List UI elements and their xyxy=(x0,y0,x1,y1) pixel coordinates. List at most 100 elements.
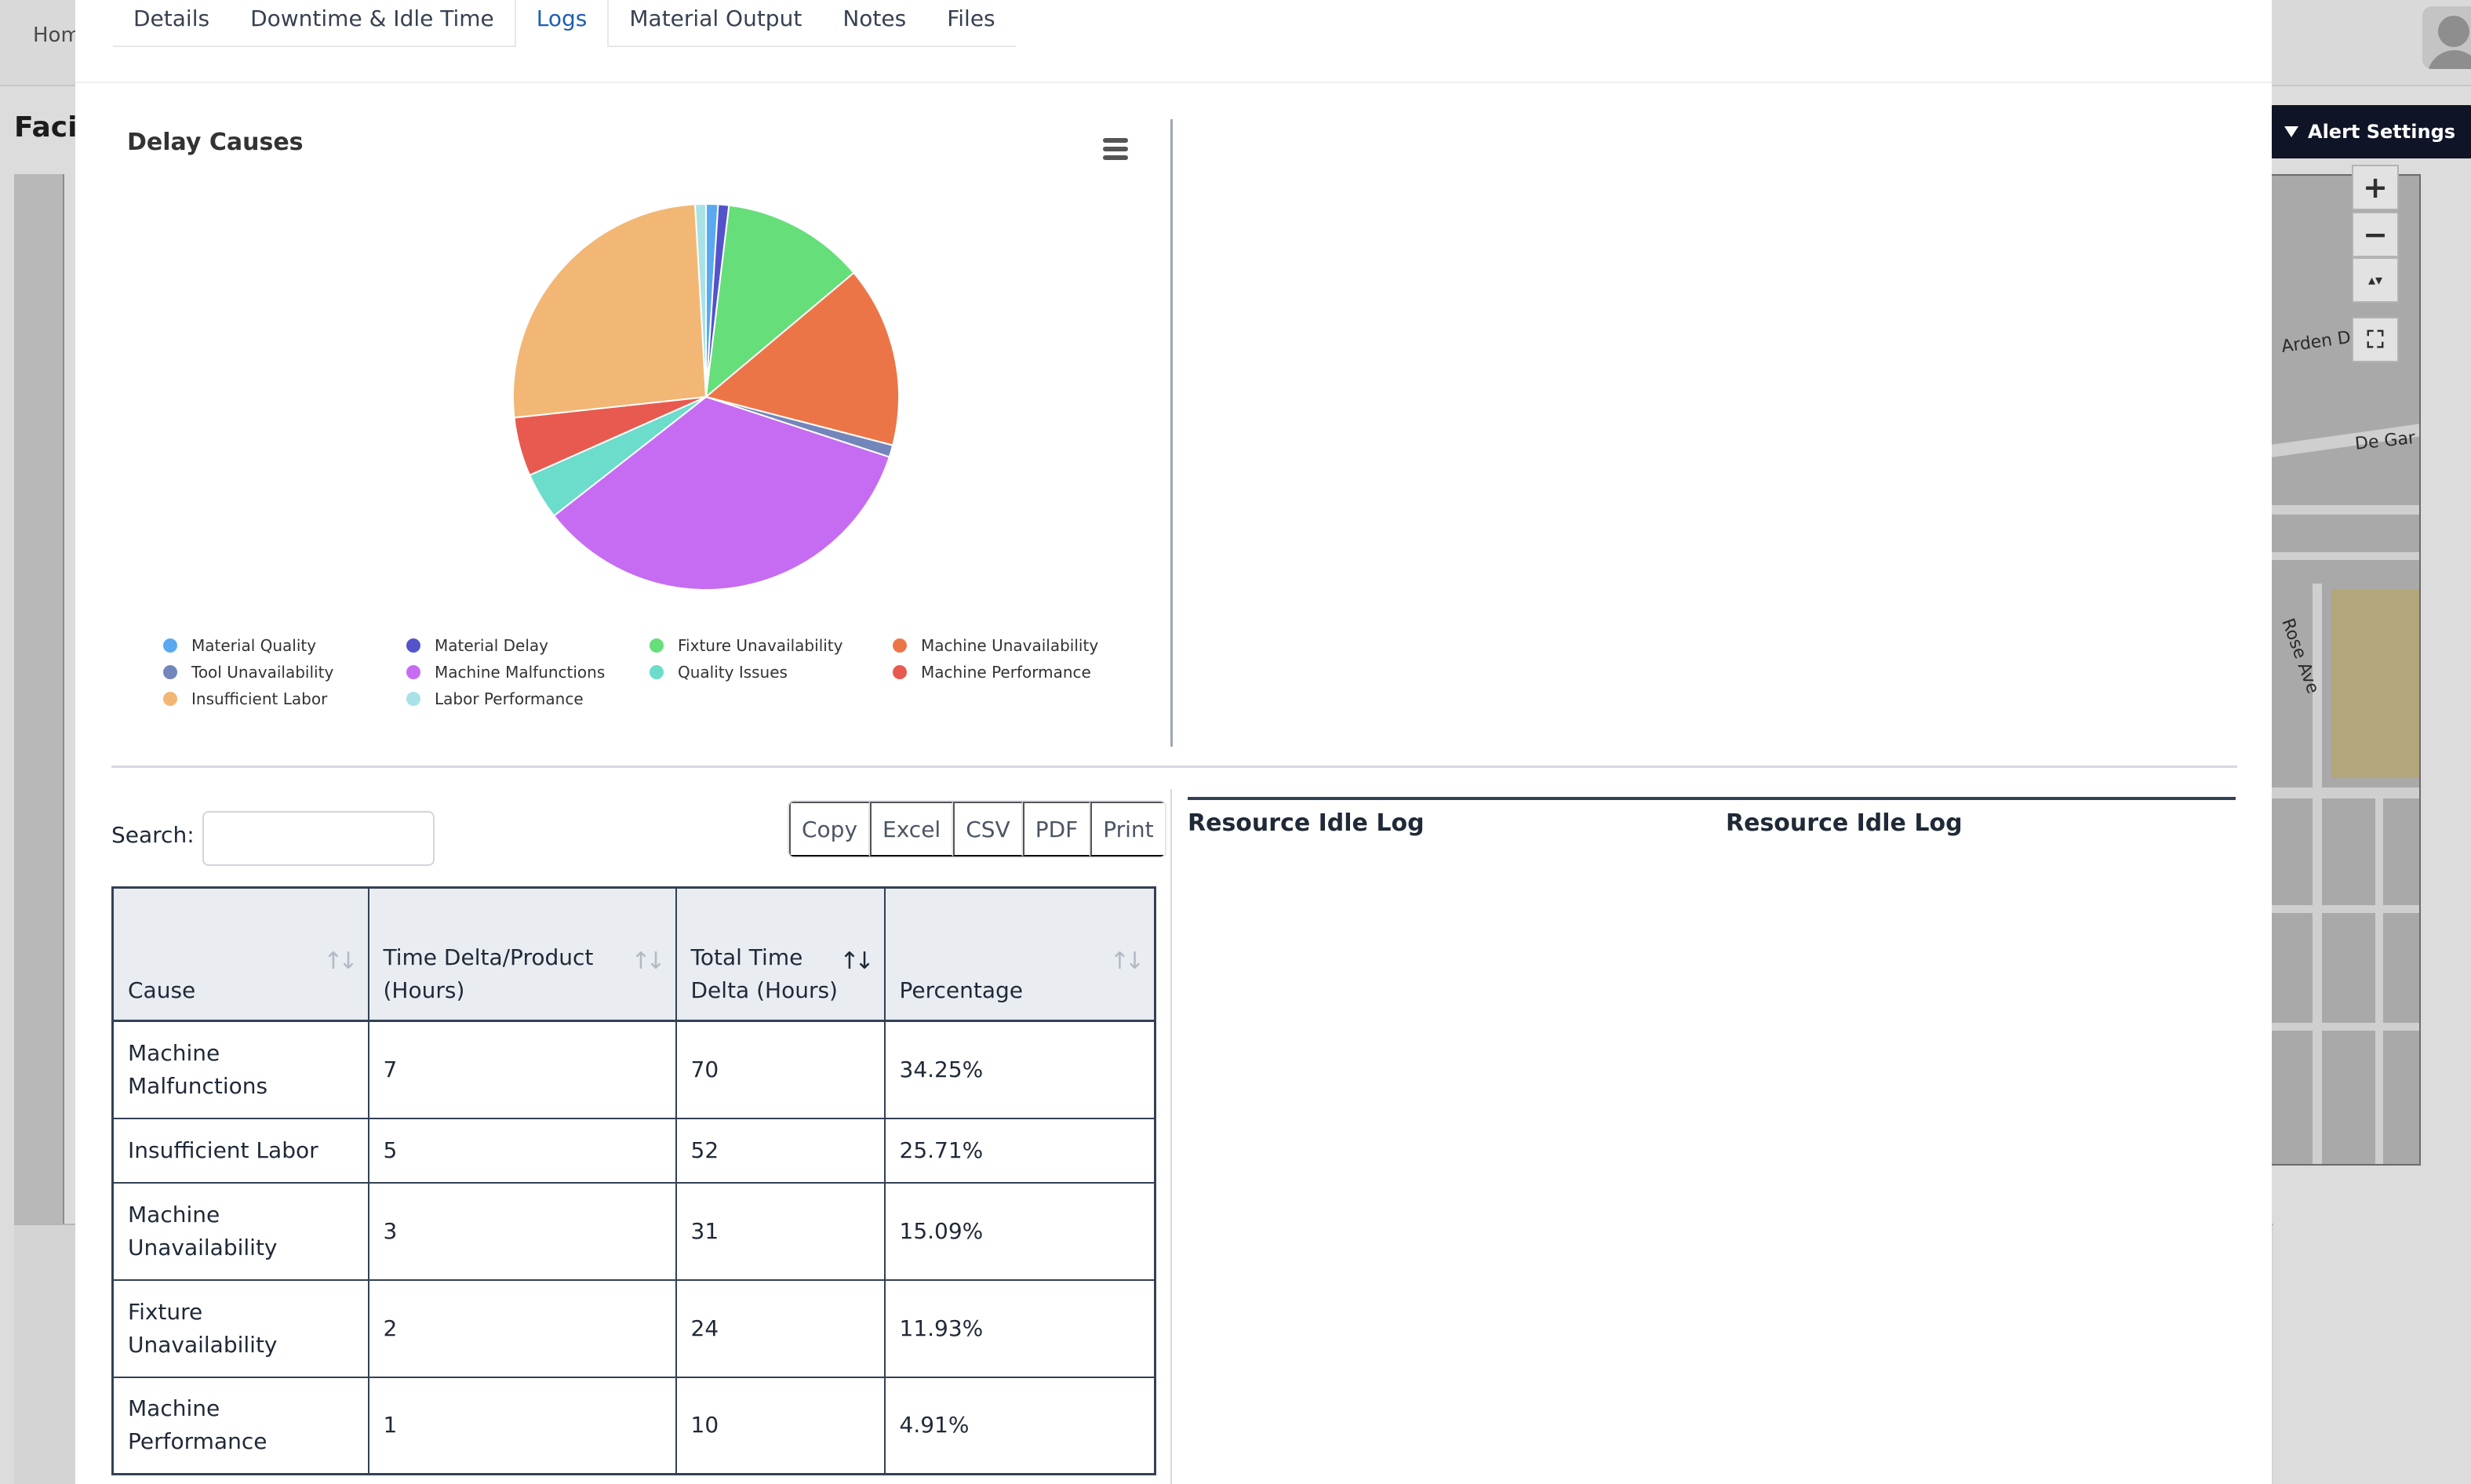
legend-label: Material Delay xyxy=(435,636,548,655)
total-cell: 70 xyxy=(675,1020,886,1119)
per-product-cell: 1 xyxy=(368,1377,677,1475)
legend-item[interactable]: Machine Performance xyxy=(893,662,1136,682)
legend-item[interactable]: Quality Issues xyxy=(650,662,893,682)
pie-slice-machine-unavailability[interactable] xyxy=(704,271,900,446)
sort-icon: ↑↓ xyxy=(631,948,665,975)
csv-button[interactable]: CSV xyxy=(953,802,1023,857)
pie-slice-machine-malfunctions[interactable] xyxy=(552,395,891,591)
filter-icon xyxy=(2284,126,2298,137)
tab-downtime-idle-time[interactable]: Downtime & Idle Time xyxy=(250,5,494,31)
map-zoom-out-button[interactable]: − xyxy=(2352,212,2399,257)
section-divider xyxy=(111,766,2237,768)
column-header-percentage[interactable]: Percentage ↑↓ xyxy=(884,887,1155,1022)
sort-icon: ↑↓ xyxy=(1109,948,1145,975)
tab-material-output[interactable]: Material Output xyxy=(629,5,802,31)
cause-cell: Machine Unavailability xyxy=(112,1182,369,1281)
legend-marker-icon xyxy=(163,665,177,679)
tab-logs[interactable]: Logs xyxy=(514,0,610,47)
pie-slice-labor-performance[interactable] xyxy=(693,202,707,398)
export-button-group: Copy Excel CSV PDF Print xyxy=(788,800,1166,858)
logs-modal: Details Downtime & Idle Time Logs Materi… xyxy=(75,0,2272,1484)
resource-idle-log-title: Resource Idle Log xyxy=(1726,809,1963,837)
tab-details[interactable]: Details xyxy=(133,5,210,31)
legend-label: Insufficient Labor xyxy=(191,689,328,708)
legend-marker-icon xyxy=(163,638,177,653)
map-zoom-in-button[interactable]: + xyxy=(2352,165,2399,210)
legend-item[interactable]: Insufficient Labor xyxy=(163,689,406,709)
column-header-cause[interactable]: Cause ↑↓ xyxy=(112,887,369,1022)
chart-legend: Material Quality Material Delay Fixture Un… xyxy=(163,635,1144,709)
percentage-cell: 4.91% xyxy=(884,1377,1155,1475)
search-input[interactable] xyxy=(202,811,435,866)
pdf-button[interactable]: PDF xyxy=(1022,802,1091,857)
chart-menu-icon[interactable] xyxy=(1103,138,1128,160)
per-product-cell: 5 xyxy=(368,1118,677,1184)
column-header-label: Total Time Delta (Hours) xyxy=(690,944,838,1003)
table-row: Machine Unavailability 3 31 15.09% xyxy=(112,1182,1155,1281)
avatar-body-icon xyxy=(2427,50,2471,69)
map-street xyxy=(2265,552,2419,560)
legend-item[interactable]: Material Quality xyxy=(163,635,406,656)
legend-item[interactable]: Fixture Unavailability xyxy=(650,635,893,656)
tab-files[interactable]: Files xyxy=(947,5,995,31)
column-header-time-delta-product[interactable]: Time Delta/Product (Hours) ↑↓ xyxy=(368,887,677,1022)
sort-descending-icon: ↑↓ xyxy=(839,948,874,975)
total-cell: 52 xyxy=(675,1118,886,1184)
legend-item[interactable]: Tool Unavailability xyxy=(163,662,406,682)
tab-notes[interactable]: Notes xyxy=(842,5,907,31)
map-compass-button[interactable]: ▴▾ xyxy=(2352,257,2399,303)
column-header-label: Cause xyxy=(128,977,196,1003)
percentage-cell: 25.71% xyxy=(884,1118,1155,1184)
user-avatar[interactable] xyxy=(2422,6,2471,69)
modal-tabs: Details Downtime & Idle Time Logs Materi… xyxy=(113,0,1016,47)
legend-marker-icon xyxy=(650,638,664,653)
map-fullscreen-button[interactable]: ⛶ xyxy=(2352,317,2399,362)
table-row: Insufficient Labor 5 52 25.71% xyxy=(112,1118,1155,1184)
table-row: Machine Malfunctions 7 70 34.25% xyxy=(112,1020,1155,1119)
total-cell: 10 xyxy=(675,1377,886,1475)
percentage-cell: 11.93% xyxy=(884,1279,1155,1378)
pie-slice-insufficient-labor[interactable] xyxy=(512,203,708,419)
legend-label: Quality Issues xyxy=(678,663,788,682)
legend-item[interactable]: Machine Unavailability xyxy=(893,635,1136,656)
excel-button[interactable]: Excel xyxy=(870,802,954,857)
tab-divider xyxy=(75,82,2272,83)
legend-marker-icon xyxy=(406,638,420,653)
table-row: Fixture Unavailability 2 24 11.93% xyxy=(112,1279,1155,1378)
legend-item[interactable]: Labor Performance xyxy=(406,689,650,709)
legend-label: Machine Performance xyxy=(921,663,1091,682)
per-product-cell: 2 xyxy=(368,1279,677,1378)
total-cell: 31 xyxy=(675,1182,886,1281)
column-header-total-time-delta[interactable]: Total Time Delta (Hours) ↑↓ xyxy=(675,887,886,1022)
legend-marker-icon xyxy=(406,665,420,679)
sort-icon: ↑↓ xyxy=(323,948,358,975)
cause-cell: Machine Performance xyxy=(112,1377,369,1475)
map-park-area xyxy=(2331,590,2419,778)
per-product-cell: 7 xyxy=(368,1020,677,1119)
map-street xyxy=(2375,787,2383,1164)
pie-slice-fixture-unavailability[interactable] xyxy=(704,204,855,399)
background-left-panel xyxy=(14,174,64,1225)
cause-cell: Fixture Unavailability xyxy=(112,1279,369,1378)
print-button[interactable]: Print xyxy=(1090,802,1165,857)
legend-marker-icon xyxy=(893,665,907,679)
avatar-head-icon xyxy=(2438,16,2469,47)
map-street xyxy=(2265,1023,2419,1031)
total-cell: 24 xyxy=(675,1279,886,1378)
facility-heading: Facil xyxy=(14,111,87,144)
idle-log-top-border xyxy=(1188,797,2236,800)
resource-idle-log-title: Resource Idle Log xyxy=(1188,809,1425,837)
alert-settings-label: Alert Settings xyxy=(2308,121,2456,143)
legend-marker-icon xyxy=(406,692,420,706)
legend-label: Tool Unavailability xyxy=(191,663,334,682)
copy-button[interactable]: Copy xyxy=(789,802,871,857)
table-row: Machine Performance 1 10 4.91% xyxy=(112,1377,1155,1475)
cause-cell: Machine Malfunctions xyxy=(112,1020,369,1119)
legend-item[interactable]: Material Delay xyxy=(406,635,650,656)
alert-settings-button[interactable]: Alert Settings xyxy=(2265,105,2471,158)
home-link[interactable]: Hom xyxy=(33,24,81,47)
search-label: Search: xyxy=(111,822,195,848)
legend-label: Fixture Unavailability xyxy=(678,636,843,655)
legend-item[interactable]: Machine Malfunctions xyxy=(406,662,650,682)
percentage-cell: 15.09% xyxy=(884,1182,1155,1281)
